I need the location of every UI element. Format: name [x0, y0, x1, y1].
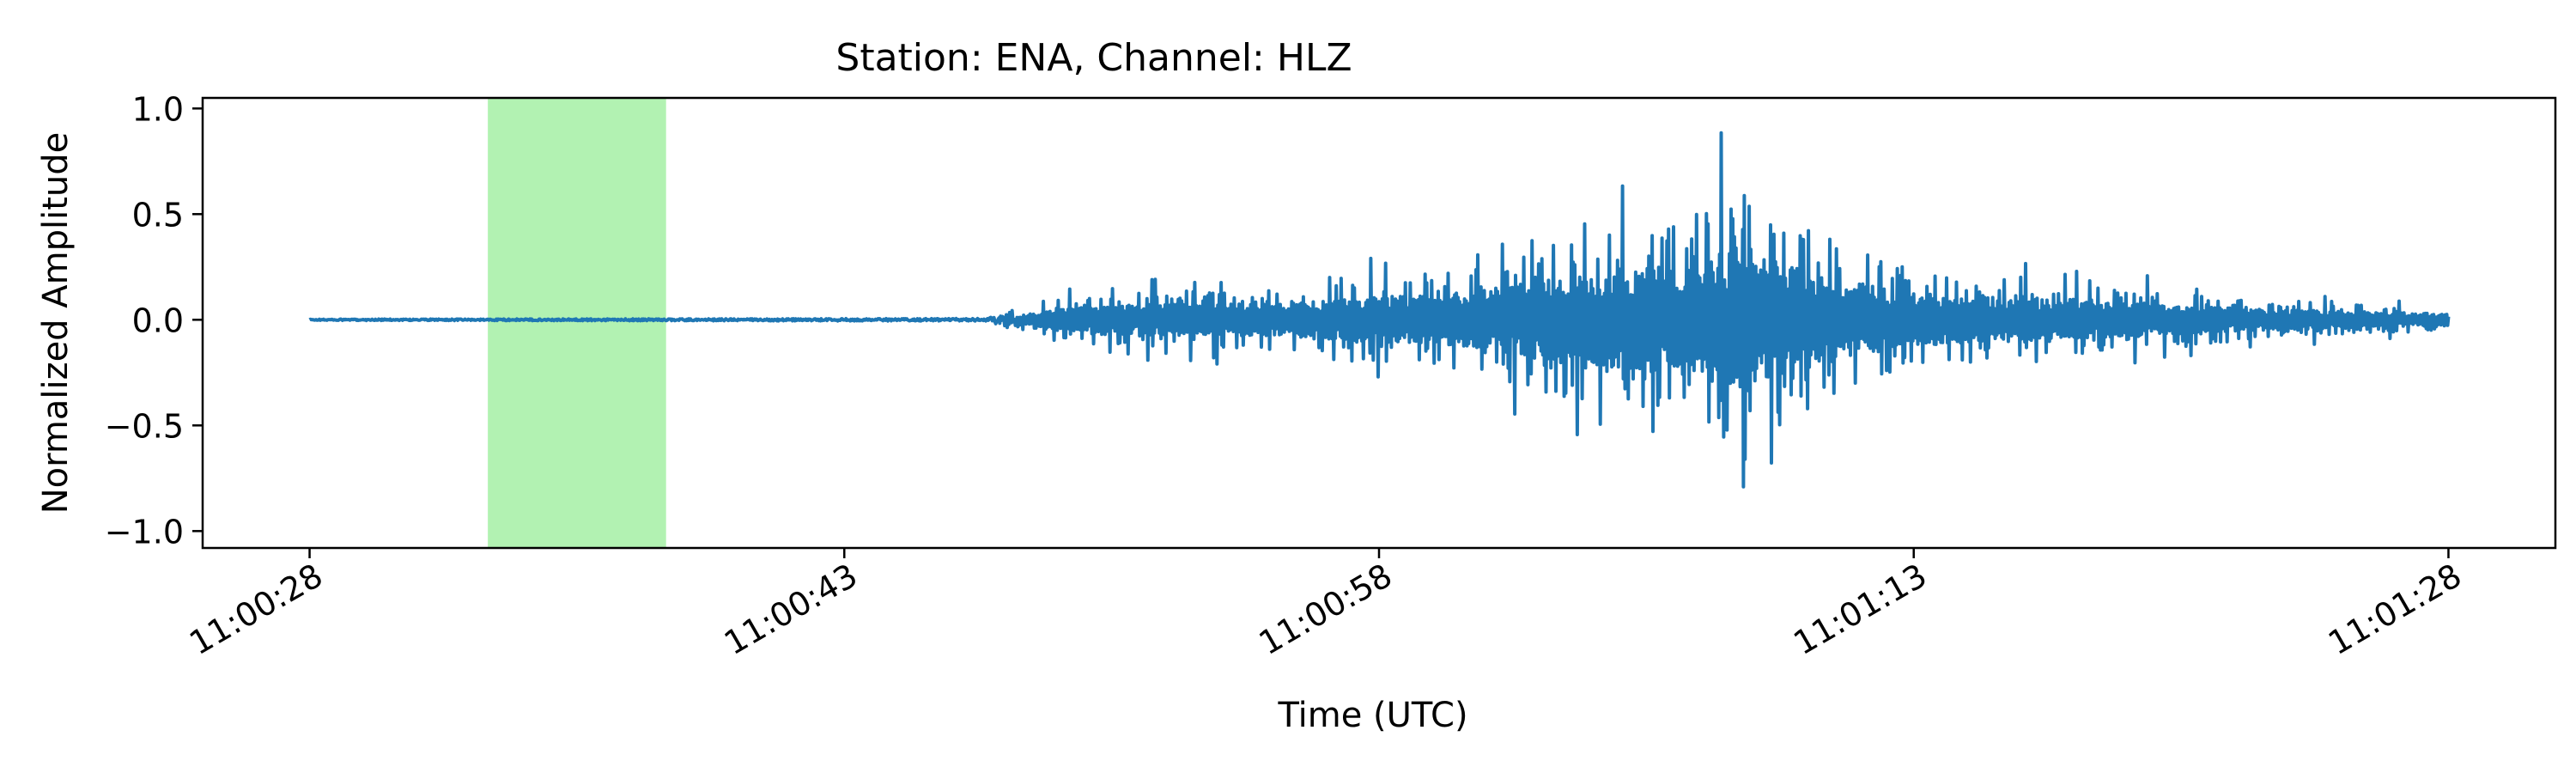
- chart-title: Station: ENA, Channel: HLZ: [835, 36, 1352, 80]
- y-axis-label: Normalized Amplitude: [36, 132, 76, 514]
- y-tick-label: 0.5: [132, 196, 184, 234]
- x-tick-label: 11:00:28: [183, 557, 329, 662]
- y-tick-label: 0.0: [132, 301, 184, 339]
- x-axis: 11:00:28 11:00:43 11:00:58 11:01:13 11:01:28: [183, 548, 2468, 662]
- x-tick-label: 11:00:43: [718, 557, 864, 662]
- x-tick-label: 11:01:13: [1787, 557, 1933, 662]
- x-axis-label: Time (UTC): [1277, 696, 1467, 735]
- highlight-window: [488, 98, 666, 548]
- y-tick-label: 1.0: [132, 90, 184, 128]
- y-tick-label: −0.5: [105, 407, 184, 445]
- waveform-series: [308, 131, 2451, 489]
- x-tick-label: 11:01:28: [2322, 557, 2468, 662]
- y-tick-label: −1.0: [105, 513, 184, 551]
- waveform-line: [308, 131, 2451, 489]
- y-axis: 1.0 0.5 0.0 −0.5 −1.0: [105, 90, 203, 551]
- x-tick-label: 11:00:58: [1253, 557, 1399, 662]
